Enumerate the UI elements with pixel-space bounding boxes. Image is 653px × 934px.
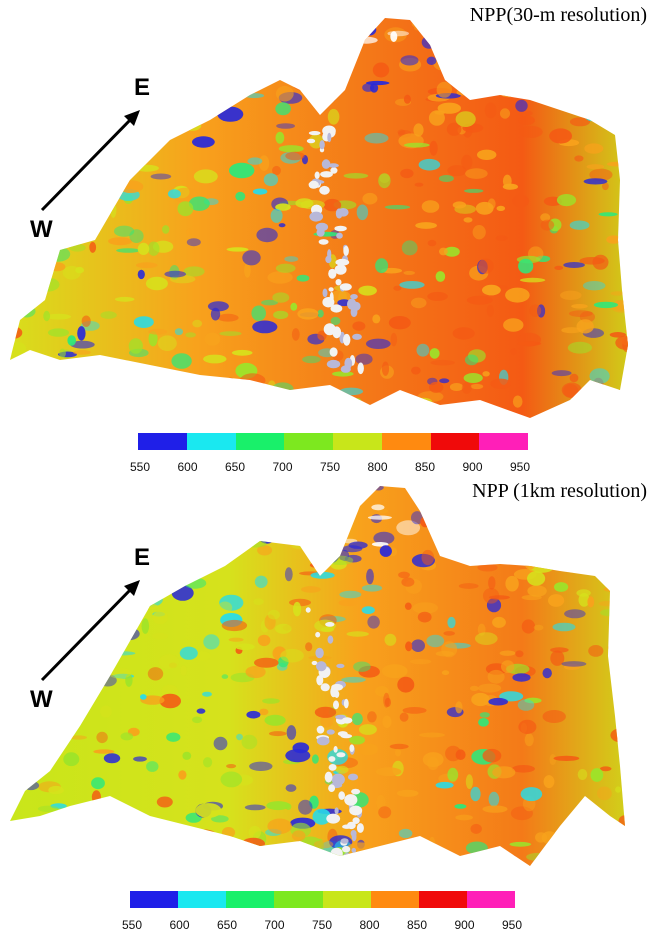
legend-swatch <box>138 433 187 450</box>
legend-swatch <box>130 891 179 908</box>
legend-ticks: 550 600 650 700 750 800 850 900 950 <box>122 918 522 934</box>
panel-title: NPP(30-m resolution) <box>469 4 647 26</box>
legend-tick-label: 700 <box>264 918 285 932</box>
legend-swatch <box>333 433 382 450</box>
compass-indicator: E W <box>30 70 160 250</box>
legend-tick-label: 650 <box>224 460 246 474</box>
legend-tick-label: 750 <box>319 460 341 474</box>
compass-arrow-icon <box>40 110 140 212</box>
legend-swatch <box>284 433 333 450</box>
legend-swatch <box>235 433 285 450</box>
legend-tick-label: 600 <box>177 460 198 474</box>
west-label: W <box>30 686 53 713</box>
panel-title: NPP (1km resolution) <box>472 480 647 502</box>
npp-30m-panel: NPP(30-m resolution) E W 550 600 650 700 750… <box>0 0 653 474</box>
legend-tick-label: 550 <box>129 460 151 474</box>
legend-swatch <box>370 891 419 908</box>
legend-colorbar <box>130 891 515 908</box>
compass-indicator: E W <box>30 540 160 720</box>
legend-ticks: 550 600 650 700 750 800 850 900 950 <box>130 460 530 476</box>
legend-tick-label: 850 <box>406 918 428 932</box>
east-label: E <box>134 74 151 101</box>
legend-tick-label: 850 <box>414 460 436 474</box>
legend-tick-label: 950 <box>509 460 531 474</box>
legend-swatch <box>479 433 528 450</box>
legend-swatch <box>322 891 371 908</box>
legend-swatch <box>186 433 236 450</box>
legend-tick-label: 800 <box>359 918 380 932</box>
legend-swatch <box>274 891 323 908</box>
legend-swatch <box>226 891 275 908</box>
terrain-render-1km <box>10 486 625 866</box>
legend-swatch <box>418 891 467 908</box>
legend-tick-label: 900 <box>454 918 475 932</box>
legend-tick-label: 550 <box>121 918 143 932</box>
compass-arrow-icon <box>40 580 140 682</box>
legend-swatch <box>430 433 480 450</box>
east-label: E <box>134 544 151 571</box>
legend-colorbar <box>138 433 528 450</box>
npp-1km-panel: NPP (1km resolution) E W 550 600 650 700 750… <box>0 476 653 934</box>
legend-tick-label: 650 <box>216 918 238 932</box>
west-label: W <box>30 216 53 243</box>
legend-tick-label: 750 <box>311 918 333 932</box>
legend-swatch <box>178 891 227 908</box>
legend-tick-label: 600 <box>169 918 190 932</box>
legend-swatch <box>381 433 431 450</box>
legend-tick-label: 950 <box>501 918 523 932</box>
legend-tick-label: 900 <box>462 460 483 474</box>
legend-tick-label: 800 <box>367 460 388 474</box>
legend-tick-label: 700 <box>272 460 293 474</box>
legend-swatch <box>466 891 515 908</box>
terrain-render-30m <box>10 18 628 418</box>
